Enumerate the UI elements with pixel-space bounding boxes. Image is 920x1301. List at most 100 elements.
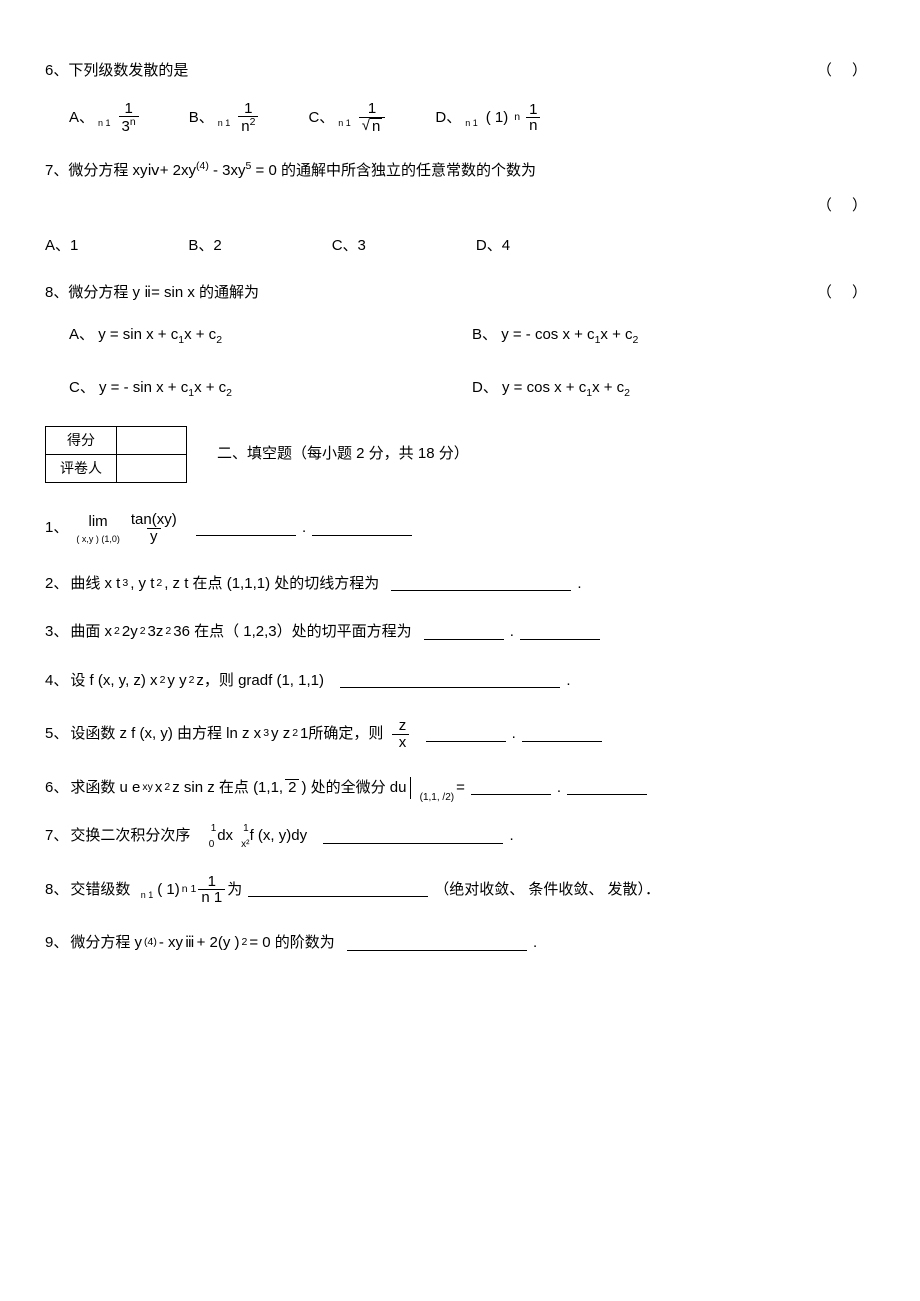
q6-a-den: 3n <box>119 116 139 135</box>
score-row-1-blank <box>117 426 187 454</box>
f3-num: 3、 <box>45 621 68 644</box>
f1-frac: tan(xy) y <box>128 512 180 545</box>
f2-end: . <box>577 573 581 596</box>
f4-p2b: 2 <box>189 673 195 689</box>
q6-label: 下列级数发散的是 <box>68 62 188 79</box>
q6-c-label: C、 <box>308 107 334 130</box>
f3-t3: 3z <box>148 621 164 644</box>
q6-choice-a: A、 n 1 1 3n <box>69 101 139 136</box>
q6-b-den: n2 <box>238 116 258 135</box>
q8-pre: 微分方程 y <box>68 284 144 301</box>
f1-sub: ( x,y ) (1,0) <box>76 533 120 547</box>
q7-ord: ⅳ <box>148 162 160 179</box>
f5-blank2 <box>522 727 602 742</box>
q6-paren: （ ） <box>817 60 875 83</box>
f1-blank2 <box>312 521 412 536</box>
f9-blank <box>347 936 527 951</box>
q8-choice-b: B、 y = - cos x + c1x + c2 <box>472 324 875 349</box>
f9-t2: - xy <box>159 932 183 955</box>
q6-d-frac: 1 n <box>526 102 540 135</box>
f4-num: 4、 <box>45 670 68 693</box>
fill-q5: 5、设函数 z f (x, y) 由方程 ln z x3y z2 1所确定，则 … <box>45 718 875 751</box>
fill-q3: 3、曲面 x2 2y2 3z2 36 在点（ 1,2,3）处的切平面方程为 . <box>45 621 875 644</box>
f2-t3: , z t 在点 (1,1,1) 处的切线方程为 <box>164 573 379 596</box>
q8-num: 8、 <box>45 284 68 301</box>
q6-c-sub: n 1 <box>338 117 351 131</box>
f2-p2: 2 <box>156 576 162 592</box>
f5-frac: z x <box>392 718 410 751</box>
f4-blank <box>340 673 560 688</box>
q6-d-label: D、 <box>435 107 461 130</box>
q6-d-den: n <box>526 117 540 134</box>
q8-choices: A、 y = sin x + c1x + c2 B、 y = - cos x +… <box>69 324 875 402</box>
q8-choice-a: A、 y = sin x + c1x + c2 <box>69 324 472 349</box>
f6-t1: 求函数 u e <box>70 777 140 800</box>
f3-t2: 2y <box>122 621 138 644</box>
q7-choices: A、1 B、2 C、3 D、4 <box>45 235 875 258</box>
q6-d-sup: n <box>514 110 520 126</box>
score-row-1-label: 得分 <box>46 426 117 454</box>
f5-t3: 1所确定，则 <box>300 723 383 746</box>
q7-m2: - 3xy <box>209 162 246 179</box>
f9-num: 9、 <box>45 932 68 955</box>
q7-choice-b: B、2 <box>188 235 221 258</box>
f7-blank <box>323 829 503 844</box>
q6-d-term: ( 1) <box>486 107 509 130</box>
f9-sup4: (4) <box>144 935 157 951</box>
f8-fnum: 1 <box>205 874 219 890</box>
q6-a-label: A、 <box>69 107 94 130</box>
f9-p2: 2 <box>242 935 248 951</box>
f1-blank1 <box>196 521 296 536</box>
f3-blank1 <box>424 625 504 640</box>
fill-q9: 9、微分方程 y(4) - xy ⅲ+ 2(y )2 = 0 的阶数为 . <box>45 932 875 955</box>
f6-t3: z sin z 在点 (1,1, <box>172 777 283 800</box>
q6-choice-c: C、 n 1 1 √n <box>308 101 385 135</box>
q6-choice-d: D、 n 1 ( 1) n 1 n <box>435 102 540 135</box>
f5-num: 5、 <box>45 723 68 746</box>
f7-end: . <box>509 825 513 848</box>
q7-choice-a: A、1 <box>45 235 78 258</box>
f1-lim: lim <box>89 511 108 534</box>
f9-t1: 微分方程 y <box>70 932 142 955</box>
f2-t1: 曲线 x t <box>70 573 120 596</box>
f3-t4: 36 在点（ 1,2,3）处的切平面方程为 <box>173 621 411 644</box>
q8-text: 8、微分方程 y ⅱ= sin x 的通解为 <box>45 282 817 305</box>
q6-c-num: 1 <box>365 101 379 117</box>
f5-fden: x <box>392 734 410 751</box>
f8-t2: 为 <box>227 879 242 902</box>
f1-numtop: tan(xy) <box>128 512 180 528</box>
question-7: 7、微分方程 xyⅳ+ 2xy(4) - 3xy5 = 0 的通解中所含独立的任… <box>45 159 875 258</box>
q6-c-frac: 1 √n <box>359 101 386 135</box>
question-6: 6、下列级数发散的是 （ ） A、 n 1 1 3n B、 n 1 1 n2 C… <box>45 60 875 135</box>
f2-blank <box>391 576 571 591</box>
f8-sup: n 1 <box>182 882 197 898</box>
f1-num: 1、 <box>45 517 68 540</box>
f6-num: 6、 <box>45 777 68 800</box>
f5-end: . <box>512 723 516 746</box>
f4-t1: 设 f (x, y, z) x <box>70 670 157 693</box>
q6-text: 6、下列级数发散的是 <box>45 60 817 83</box>
f5-t2: y z <box>271 723 290 746</box>
f9-t3: + 2(y ) <box>197 932 240 955</box>
f7-int2: 1x² <box>235 825 248 848</box>
f3-end: . <box>510 621 514 644</box>
q6-c-den: √n <box>359 117 386 135</box>
section-2-header: 得分 评卷人 二、填空题（每小题 2 分，共 18 分） <box>45 426 875 483</box>
q7-sup4: (4) <box>196 160 209 172</box>
q6-d-num: 1 <box>526 102 540 118</box>
f7-t2: f (x, y)dy <box>250 825 308 848</box>
f9-end: . <box>533 932 537 955</box>
f6-t2: x <box>155 777 163 800</box>
f4-t3: z，则 gradf (1, 1,1) <box>196 670 324 693</box>
f6-p2: 2 <box>164 780 170 796</box>
f3-p2b: 2 <box>140 624 146 640</box>
section-2-title: 二、填空题（每小题 2 分，共 18 分） <box>217 443 469 466</box>
q6-b-label: B、 <box>189 107 214 130</box>
q7-pre: 微分方程 xy <box>68 162 147 179</box>
f6-end: . <box>557 777 561 800</box>
fill-q4: 4、设 f (x, y, z) x2y y2z，则 gradf (1, 1,1)… <box>45 670 875 693</box>
q6-b-frac: 1 n2 <box>238 101 258 136</box>
q8-paren: （ ） <box>817 282 875 305</box>
f5-p3: 3 <box>263 726 269 742</box>
q8-choice-d: D、 y = cos x + c1x + c2 <box>472 377 875 402</box>
